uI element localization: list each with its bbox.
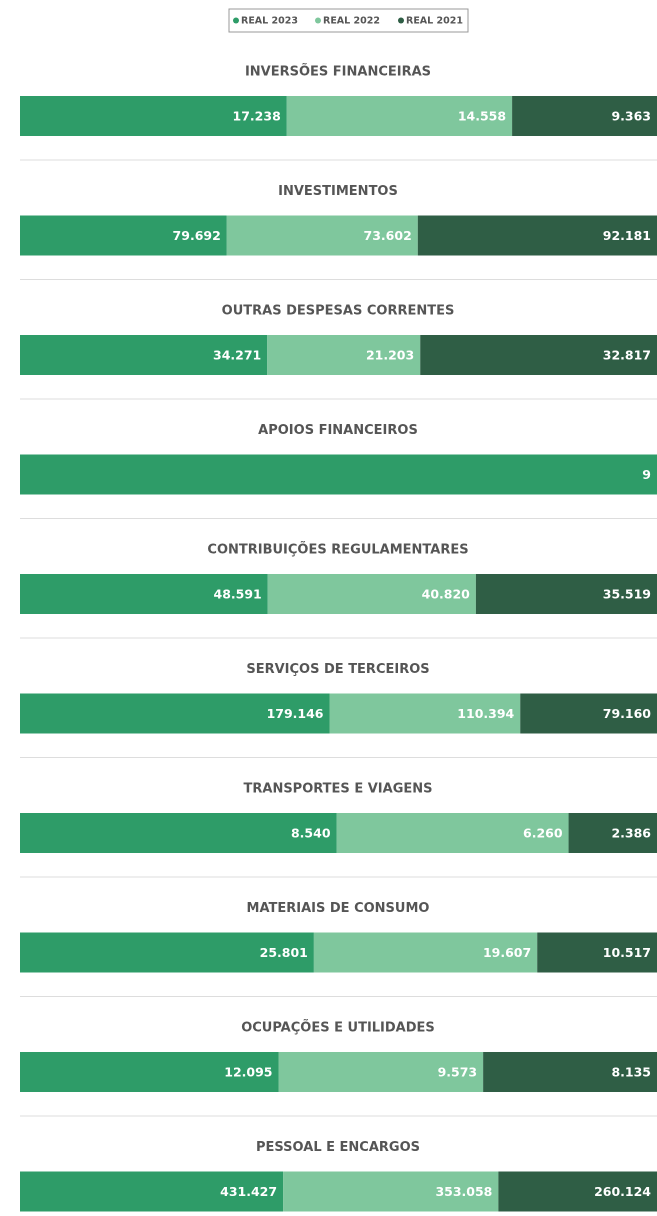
value-label: 40.820 (422, 587, 471, 602)
legend-dot (315, 17, 321, 24)
legend-label: REAL 2021 (406, 16, 463, 27)
bar-segment (420, 335, 657, 375)
value-label: 2.386 (611, 826, 651, 841)
bar-segment (20, 693, 330, 734)
value-label: 431.427 (220, 1184, 277, 1199)
bar-segment (20, 215, 227, 256)
category-title: SERVIÇOS DE TERCEIROS (246, 662, 429, 677)
category-title: TRANSPORTES E VIAGENS (244, 782, 433, 797)
legend-label: REAL 2023 (241, 16, 298, 27)
bar-segment (20, 96, 287, 136)
value-label: 110.394 (457, 706, 514, 721)
bar-segment (329, 693, 521, 734)
bar-segment (498, 1171, 657, 1212)
bar-segment (226, 215, 418, 256)
category-title: OUTRAS DESPESAS CORRENTES (222, 304, 455, 319)
bar-segment (286, 96, 513, 136)
category-title: APOIOS FINANCEIROS (258, 423, 418, 438)
value-label: 10.517 (603, 945, 651, 960)
value-label: 12.095 (224, 1065, 272, 1080)
value-label: 9.363 (611, 109, 651, 124)
value-label: 9 (642, 467, 651, 482)
legend-label: REAL 2022 (323, 16, 380, 27)
value-label: 73.602 (364, 228, 412, 243)
bar-segment (20, 454, 657, 495)
bar-segment (267, 574, 476, 614)
bar-segment (336, 813, 569, 853)
bar-segment (20, 574, 268, 614)
category-title: PESSOAL E ENCARGOS (256, 1140, 420, 1155)
value-label: 17.238 (233, 109, 281, 124)
value-label: 34.271 (213, 348, 261, 363)
bar-segment (475, 574, 657, 614)
bar-segment (520, 693, 657, 734)
bar-segment (283, 1171, 499, 1212)
value-label: 8.135 (611, 1065, 651, 1080)
value-label: 35.519 (603, 587, 651, 602)
bar-segment (20, 1171, 284, 1212)
bar-segment (313, 932, 538, 973)
bar-segment (512, 96, 657, 136)
value-label: 79.160 (603, 706, 652, 721)
bar-segment (20, 1052, 279, 1092)
value-label: 6.260 (523, 826, 563, 841)
value-label: 48.591 (214, 587, 262, 602)
bar-segment (483, 1052, 657, 1092)
category-title: OCUPAÇÕES E UTILIDADES (241, 1020, 435, 1036)
bar-segment (20, 932, 314, 973)
bar-segment (568, 813, 657, 853)
bar-segment (278, 1052, 484, 1092)
category-title: INVESTIMENTOS (278, 184, 398, 199)
category-title: CONTRIBUIÇÕES REGULAMENTARES (207, 542, 468, 558)
legend-dot (233, 17, 239, 24)
value-label: 8.540 (291, 826, 331, 841)
bar-segment (417, 215, 657, 256)
value-label: 79.692 (173, 228, 221, 243)
value-label: 353.058 (435, 1184, 492, 1199)
value-label: 19.607 (483, 945, 531, 960)
value-label: 92.181 (603, 228, 651, 243)
value-label: 25.801 (260, 945, 308, 960)
value-label: 179.146 (267, 706, 324, 721)
bar-segment (267, 335, 421, 375)
value-label: 14.558 (458, 109, 506, 124)
value-label: 9.573 (438, 1065, 478, 1080)
value-label: 32.817 (603, 348, 651, 363)
bar-segment (20, 813, 337, 853)
bar-segment (20, 335, 268, 375)
value-label: 21.203 (366, 348, 414, 363)
category-title: MATERIAIS DE CONSUMO (247, 901, 430, 916)
category-title: INVERSÕES FINANCEIRAS (245, 64, 431, 80)
legend-dot (398, 17, 404, 24)
legend-box (228, 8, 469, 33)
bar-segment (537, 932, 657, 973)
value-label: 260.124 (594, 1184, 651, 1199)
